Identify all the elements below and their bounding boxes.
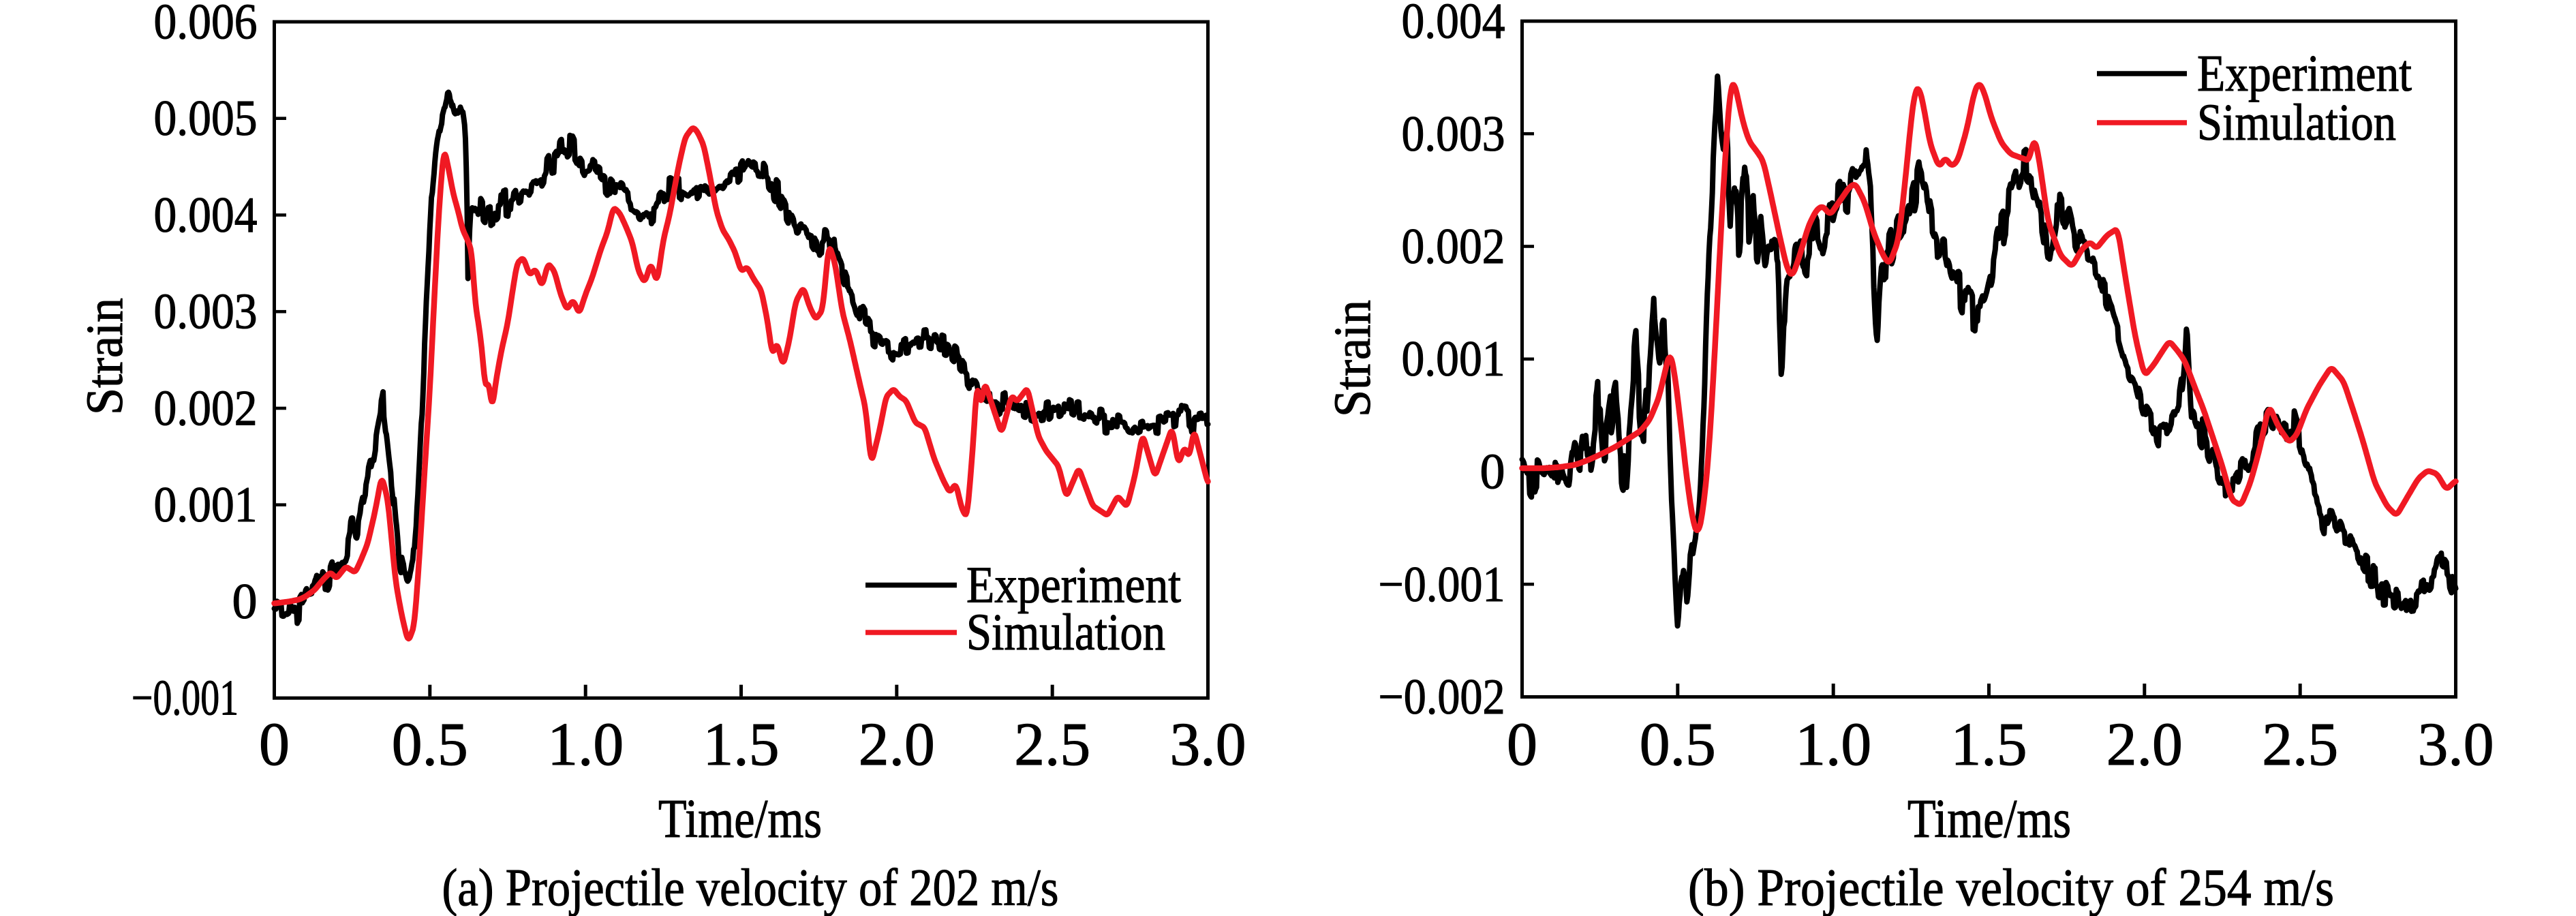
svg-text:3.0: 3.0 (1170, 711, 1246, 778)
svg-text:1.5: 1.5 (1951, 711, 2027, 778)
svg-text:2.0: 2.0 (2106, 711, 2183, 778)
svg-text:Time/ms: Time/ms (1907, 789, 2071, 849)
svg-text:(b) Projectile velocity of 254: (b) Projectile velocity of 254 m/s (1688, 858, 2334, 916)
svg-text:0.001: 0.001 (154, 477, 258, 533)
svg-text:0.005: 0.005 (154, 91, 258, 147)
svg-text:Strain: Strain (76, 298, 134, 415)
svg-text:0: 0 (1507, 711, 1537, 778)
svg-text:2.0: 2.0 (859, 711, 935, 778)
svg-text:0.006: 0.006 (154, 0, 258, 50)
svg-text:1.5: 1.5 (703, 711, 780, 778)
svg-text:2.5: 2.5 (1014, 711, 1090, 778)
svg-text:−0.001: −0.001 (132, 671, 239, 727)
svg-text:0: 0 (1480, 444, 1505, 500)
svg-text:0.004: 0.004 (1402, 0, 1505, 50)
svg-text:0.002: 0.002 (1402, 219, 1505, 275)
svg-text:1.0: 1.0 (547, 711, 624, 778)
svg-text:0.003: 0.003 (154, 284, 258, 340)
svg-text:Experiment: Experiment (2197, 45, 2412, 102)
svg-text:0.004: 0.004 (154, 187, 258, 243)
svg-text:0.002: 0.002 (154, 381, 258, 437)
svg-text:1.0: 1.0 (1795, 711, 1871, 778)
svg-text:Experiment: Experiment (966, 557, 1181, 614)
svg-text:2.5: 2.5 (2262, 711, 2338, 778)
svg-text:0.5: 0.5 (1640, 711, 1716, 778)
svg-text:−0.002: −0.002 (1379, 669, 1505, 725)
svg-text:Simulation: Simulation (966, 604, 1165, 661)
svg-text:0.003: 0.003 (1402, 106, 1505, 162)
svg-text:(a) Projectile velocity of 202: (a) Projectile velocity of 202 m/s (442, 858, 1059, 916)
svg-text:0: 0 (259, 711, 290, 778)
svg-text:0.001: 0.001 (1402, 331, 1505, 387)
svg-text:Strain: Strain (1324, 300, 1381, 417)
svg-text:0: 0 (232, 574, 258, 630)
svg-text:3.0: 3.0 (2418, 711, 2494, 778)
svg-text:Simulation: Simulation (2197, 94, 2396, 151)
svg-text:Time/ms: Time/ms (658, 789, 822, 849)
svg-text:0.5: 0.5 (392, 711, 468, 778)
svg-text:−0.001: −0.001 (1379, 557, 1505, 613)
